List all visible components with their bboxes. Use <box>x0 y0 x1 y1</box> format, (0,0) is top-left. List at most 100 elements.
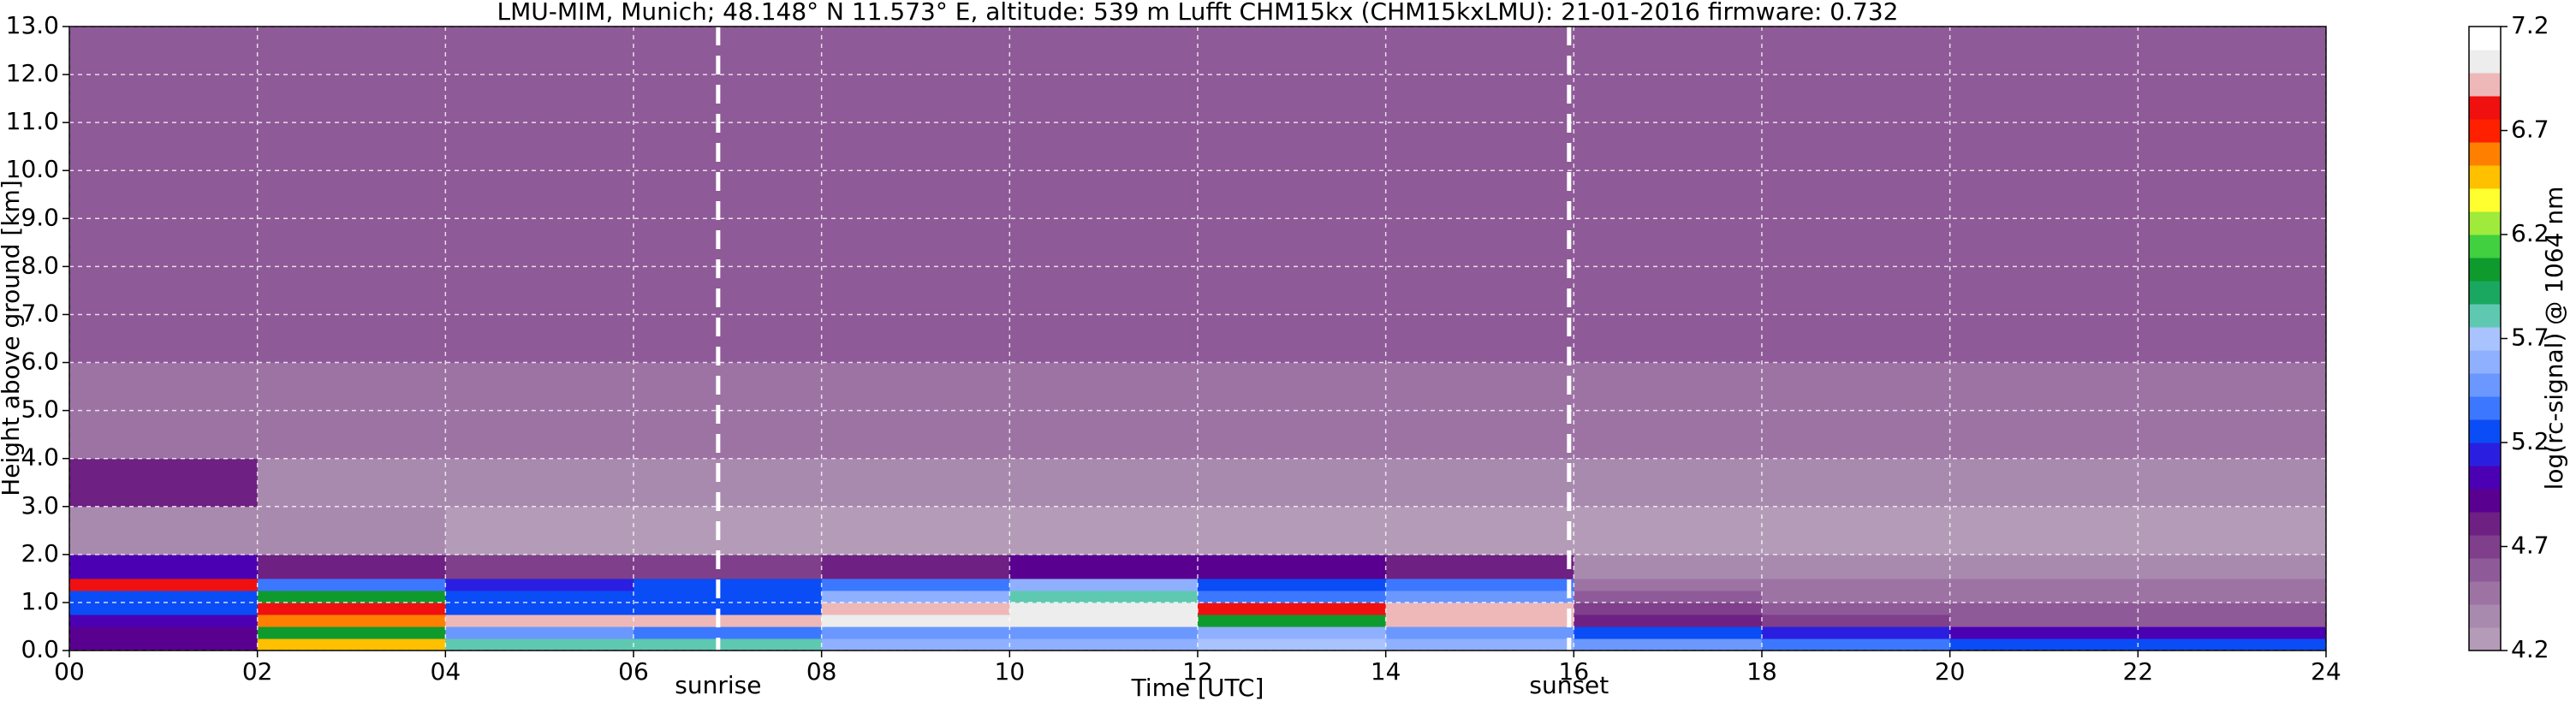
heatmap-cell <box>1009 506 1199 556</box>
heatmap-cell <box>1574 614 1763 627</box>
heatmap-cell <box>2138 506 2327 556</box>
heatmap-cell <box>1198 578 1387 591</box>
colorbar-segment <box>2469 258 2501 282</box>
x-tick-label: 24 <box>2311 657 2341 686</box>
colorbar-segment <box>2469 304 2501 328</box>
x-tick-label: 06 <box>618 657 649 686</box>
heatmap-cell <box>257 554 446 579</box>
heatmap-cell <box>634 506 823 556</box>
heatmap-cell <box>445 626 634 639</box>
y-tick-label: 11.0 <box>6 107 59 135</box>
heatmap-cell <box>1198 554 1387 579</box>
x-tick-label: 12 <box>1182 657 1213 686</box>
heatmap-cell <box>821 614 1010 627</box>
heatmap-cell <box>821 626 1010 639</box>
colorbar-segment <box>2469 96 2501 120</box>
heatmap-cell <box>1198 614 1387 627</box>
heatmap-cell <box>821 27 1010 364</box>
heatmap-cell <box>821 590 1010 603</box>
heatmap-cell <box>634 554 823 579</box>
heatmap-cell <box>634 626 823 639</box>
heatmap-cell <box>69 554 259 579</box>
annotation-label: sunrise <box>675 671 761 699</box>
heatmap-cell <box>634 602 823 615</box>
x-tick-label: 08 <box>806 657 837 686</box>
colorbar-segment <box>2469 119 2501 143</box>
heatmap-cell <box>821 578 1010 591</box>
heatmap-cell <box>1762 590 1951 603</box>
colorbar-segment <box>2469 73 2501 97</box>
heatmap-cell <box>1385 602 1574 615</box>
colorbar-tick-label: 6.7 <box>2511 116 2549 144</box>
heatmap-cell <box>69 590 259 603</box>
heatmap-cell <box>1009 590 1199 603</box>
heatmap-cell <box>2138 554 2327 579</box>
colorbar-tick-label: 5.2 <box>2511 427 2549 455</box>
y-tick-label: 3.0 <box>21 491 59 520</box>
colorbar-segment <box>2469 466 2501 490</box>
colorbar-segment <box>2469 165 2501 189</box>
heatmap-cell <box>69 506 259 556</box>
colorbar-segment <box>2469 419 2501 443</box>
heatmap-cell <box>1009 626 1199 639</box>
heatmap-cell <box>445 638 634 651</box>
colorbar-segment <box>2469 627 2501 651</box>
heatmap-cell <box>1385 626 1574 639</box>
y-axis-label: Height above ground [km] <box>0 180 25 496</box>
colorbar-segment <box>2469 558 2501 582</box>
heatmap-cell <box>1198 602 1387 615</box>
heatmap-cell <box>1385 554 1574 579</box>
heatmap-cell <box>257 578 446 591</box>
chart-title: LMU-MIM, Munich; 48.148° N 11.573° E, al… <box>497 0 1899 26</box>
heatmap-cell <box>1198 506 1387 556</box>
colorbar-segment <box>2469 50 2501 74</box>
heatmap-cell <box>1949 27 2139 364</box>
annotation-label: sunset <box>1529 671 1609 699</box>
heatmap-cell <box>1574 578 1763 591</box>
heatmap-cell <box>69 602 259 615</box>
heatmap-cell <box>634 614 823 627</box>
heatmap-cell <box>1574 590 1763 603</box>
heatmap-cell <box>1385 590 1574 603</box>
heatmap-cell <box>821 638 1010 651</box>
heatmap-cell <box>69 626 259 639</box>
heatmap-cell <box>1198 626 1387 639</box>
heatmap-cell <box>445 578 634 591</box>
colorbar-segment <box>2469 327 2501 351</box>
heatmap-cell <box>2138 27 2327 364</box>
heatmap-cell <box>445 554 634 579</box>
heatmap-cell <box>1574 458 1763 508</box>
heatmap-cell <box>1762 638 1951 651</box>
heatmap-cell <box>69 578 259 591</box>
heatmap-cell <box>1385 458 1574 508</box>
heatmap-cell <box>1762 626 1951 639</box>
heatmap-cell <box>1574 506 1763 556</box>
heatmap-cell <box>634 590 823 603</box>
heatmap-cell <box>1385 638 1574 651</box>
y-tick-label: 1.0 <box>21 587 59 615</box>
y-tick-label: 4.0 <box>21 443 59 472</box>
colorbar-segment <box>2469 489 2501 513</box>
heatmap-cell <box>1762 578 1951 591</box>
heatmap-cell <box>1762 602 1951 615</box>
heatmap-cell <box>1009 602 1199 615</box>
colorbar-segment <box>2469 281 2501 305</box>
heatmap-cell <box>1198 590 1387 603</box>
heatmap-cell <box>634 638 823 651</box>
colorbar-segment <box>2469 350 2501 374</box>
heatmap-cell <box>445 27 634 364</box>
heatmap-cell <box>257 602 446 615</box>
y-tick-label: 13.0 <box>6 11 59 39</box>
heatmap-cell <box>1574 626 1763 639</box>
y-tick-label: 9.0 <box>21 203 59 231</box>
heatmap-cell <box>1385 614 1574 627</box>
heatmap-cell <box>2138 458 2327 508</box>
x-tick-label: 10 <box>995 657 1026 686</box>
heatmap-cell <box>1762 27 1951 364</box>
heatmap-cell <box>1385 506 1574 556</box>
heatmap-cell <box>257 506 446 556</box>
heatmap-cell <box>69 27 259 364</box>
heatmap-cell <box>1949 554 2139 579</box>
heatmap-cell <box>2138 602 2327 615</box>
